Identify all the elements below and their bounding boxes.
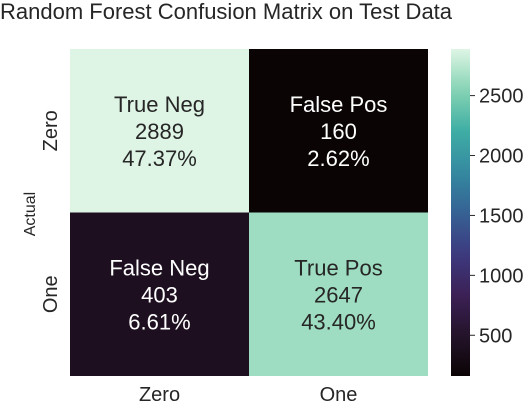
y-tick-label: One xyxy=(40,275,62,313)
cell-category-label: False Neg xyxy=(109,255,209,280)
cell-category-label: False Pos xyxy=(290,92,388,117)
cell-percent-label: 6.61% xyxy=(128,309,190,334)
heatmap-cell xyxy=(249,49,428,213)
cell-count-label: 403 xyxy=(141,282,178,307)
colorbar-tick-label: 2500 xyxy=(479,86,524,108)
heatmap-cell xyxy=(70,212,249,376)
colorbar: 500 1000 1500 2000 2500 xyxy=(451,49,524,376)
chart-title: Random Forest Confusion Matrix on Test D… xyxy=(0,0,453,24)
cell-count-label: 2889 xyxy=(135,119,184,144)
cell-percent-label: 2.62% xyxy=(307,146,369,171)
y-axis-label: Actual xyxy=(22,192,39,236)
axis-tick-labels: Zero One Zero One xyxy=(40,110,357,406)
heatmap-cell xyxy=(70,49,249,213)
colorbar-tick-label: 500 xyxy=(479,325,512,347)
y-tick-label: Zero xyxy=(40,110,62,151)
colorbar-tick-label: 2000 xyxy=(479,146,524,168)
cell-count-label: 2647 xyxy=(314,282,363,307)
x-tick-label: Zero xyxy=(139,384,180,406)
cell-category-label: True Neg xyxy=(114,92,205,117)
cell-percent-label: 47.37% xyxy=(122,146,197,171)
cell-category-label: True Pos xyxy=(294,255,382,280)
heatmap-cell xyxy=(249,212,428,376)
colorbar-tick-label: 1000 xyxy=(479,265,524,287)
colorbar-tick-label: 1500 xyxy=(479,205,524,227)
cell-percent-label: 43.40% xyxy=(301,309,376,334)
colorbar-scale xyxy=(451,49,470,376)
x-tick-label: One xyxy=(320,384,358,406)
cell-count-label: 160 xyxy=(320,119,357,144)
